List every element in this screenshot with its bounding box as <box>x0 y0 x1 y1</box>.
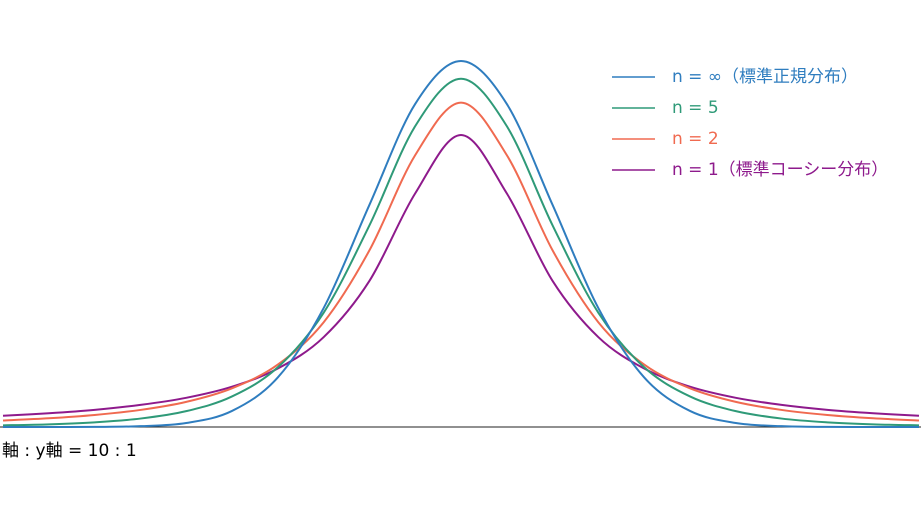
legend-label: n = 2 <box>672 129 719 149</box>
legend-label: n = 5 <box>672 98 719 118</box>
legend-label: n = 1（標準コーシー分布） <box>672 160 888 180</box>
series-line <box>2 133 920 417</box>
legend-label: n = ∞（標準正規分布） <box>672 67 858 87</box>
aspect-note: 軸 : y軸 = 10 : 1 <box>2 441 137 461</box>
series-line <box>2 60 920 429</box>
series-line <box>2 77 920 427</box>
series-line <box>2 101 920 422</box>
